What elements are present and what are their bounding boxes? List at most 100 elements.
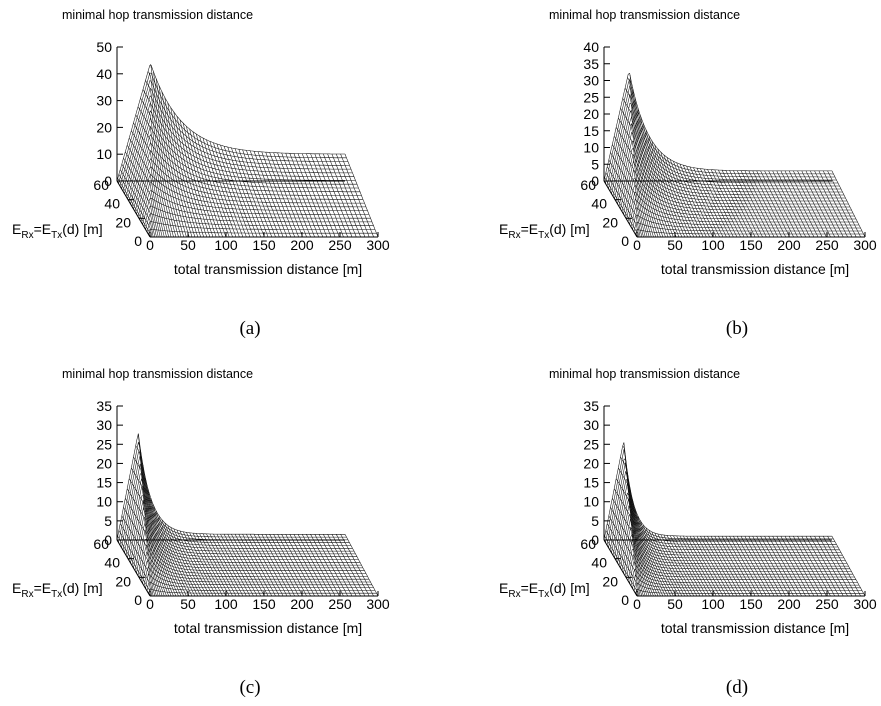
mesh-line-x bbox=[277, 152, 311, 238]
mesh-line-x bbox=[642, 123, 677, 238]
mesh-line-x bbox=[261, 534, 296, 597]
mesh-line-x bbox=[707, 536, 741, 597]
mesh-line-x bbox=[170, 107, 204, 238]
mesh-line-x bbox=[827, 536, 861, 597]
mesh-line-x bbox=[119, 169, 154, 238]
panel-caption: (b) bbox=[726, 318, 748, 339]
mesh-line-x bbox=[679, 163, 714, 238]
mesh-line-y bbox=[620, 153, 849, 210]
x-tick-label: 200 bbox=[777, 237, 801, 253]
mesh-line-x bbox=[615, 478, 650, 597]
mesh-line-x bbox=[700, 168, 734, 238]
mesh-line-y bbox=[121, 456, 350, 548]
mesh-line-x bbox=[192, 131, 227, 238]
surface-mesh bbox=[603, 72, 866, 238]
mesh-line-x bbox=[128, 137, 163, 238]
mesh-line-x bbox=[234, 148, 269, 238]
mesh-line-x bbox=[725, 170, 760, 238]
mesh-line-x bbox=[648, 135, 683, 238]
z-tick-label: 15 bbox=[96, 475, 112, 491]
y-tick-label: 0 bbox=[621, 233, 629, 249]
y-axis-label-part: =E bbox=[521, 580, 539, 596]
mesh-line-y bbox=[629, 198, 858, 225]
mesh-line-y bbox=[615, 131, 844, 202]
y-tick-label: 20 bbox=[602, 573, 618, 589]
mesh-line-x bbox=[827, 170, 861, 238]
mesh-line-y bbox=[605, 449, 834, 543]
mesh-line-y bbox=[128, 495, 357, 561]
mesh-line-x bbox=[153, 505, 187, 597]
mesh-line-x bbox=[776, 536, 811, 597]
mesh-line-y bbox=[125, 110, 354, 197]
mesh-line-x bbox=[117, 536, 151, 597]
mesh-line-x bbox=[123, 507, 157, 597]
mesh-line-x bbox=[142, 465, 177, 597]
mesh-line-x bbox=[788, 536, 823, 597]
mesh-line-y bbox=[140, 189, 369, 222]
mesh-line-x bbox=[818, 536, 853, 597]
mesh-line-x bbox=[155, 78, 190, 238]
mesh-line-y bbox=[148, 229, 377, 235]
mesh-line-x bbox=[273, 534, 307, 597]
mesh-line-x bbox=[634, 97, 669, 238]
mesh-line-x bbox=[657, 533, 691, 597]
mesh-line-x bbox=[793, 170, 827, 238]
y-axis-label-part: =E bbox=[34, 221, 52, 237]
mesh-line-x bbox=[686, 535, 720, 597]
x-tick-label: 300 bbox=[366, 596, 390, 612]
z-tick-label: 40 bbox=[96, 66, 112, 82]
mesh-line-y bbox=[142, 560, 371, 584]
mesh-line-x bbox=[323, 153, 357, 238]
x-tick-label: 100 bbox=[701, 237, 725, 253]
mesh-line-x bbox=[760, 536, 794, 597]
mesh-line-x bbox=[620, 456, 654, 597]
x-tick-label: 50 bbox=[667, 237, 683, 253]
y-tick-label: 40 bbox=[591, 555, 607, 571]
mesh-line-y bbox=[124, 102, 353, 194]
z-tick-label: 40 bbox=[583, 39, 599, 55]
mesh-line-x bbox=[683, 535, 717, 597]
mesh-line-x bbox=[289, 153, 324, 238]
mesh-line-x bbox=[612, 498, 646, 597]
mesh-line-x bbox=[253, 151, 288, 238]
y-axis-label-subscript: Tx bbox=[538, 589, 549, 600]
mesh-line-x bbox=[663, 154, 698, 238]
mesh-line-x bbox=[227, 534, 261, 597]
mesh-line-x bbox=[818, 170, 853, 238]
mesh-line-x bbox=[196, 133, 230, 238]
mesh-line-x bbox=[764, 536, 798, 597]
mesh-line-x bbox=[831, 170, 866, 238]
mesh-line-x bbox=[618, 117, 652, 238]
mesh-line-x bbox=[249, 150, 284, 238]
mesh-line-x bbox=[150, 63, 184, 238]
y-tick-label: 0 bbox=[134, 592, 142, 608]
mesh-line-y bbox=[606, 85, 835, 187]
mesh-line-y bbox=[148, 588, 377, 594]
mesh-line-x bbox=[613, 488, 648, 597]
mesh-line-x bbox=[216, 143, 251, 238]
mesh-line-x bbox=[744, 170, 779, 238]
mesh-line-x bbox=[202, 137, 237, 238]
mesh-line-y bbox=[121, 87, 350, 189]
mesh-line-x bbox=[756, 170, 790, 238]
mesh-line-x bbox=[213, 533, 247, 597]
mesh-line-x bbox=[331, 534, 366, 597]
mesh-line-x bbox=[209, 533, 244, 597]
y-axis-label-part: (d) [m] bbox=[62, 580, 102, 596]
mesh-line-y bbox=[143, 566, 372, 586]
x-tick-label: 300 bbox=[853, 596, 877, 612]
y-tick-label: 20 bbox=[115, 214, 131, 230]
y-axis-label: ERx=ETx(d) [m] bbox=[499, 580, 590, 600]
mesh-line-y bbox=[122, 95, 352, 192]
mesh-line-x bbox=[192, 532, 227, 597]
mesh-line-x bbox=[714, 536, 748, 597]
mesh-line-x bbox=[780, 170, 815, 238]
mesh-line-x bbox=[645, 129, 680, 238]
z-tick-label: 20 bbox=[583, 455, 599, 471]
mesh-line-x bbox=[669, 535, 704, 597]
mesh-line-y bbox=[136, 166, 365, 215]
mesh-line-x bbox=[610, 507, 644, 597]
mesh-line-x bbox=[822, 536, 857, 597]
mesh-line-x bbox=[126, 488, 161, 597]
mesh-line-x bbox=[615, 127, 650, 238]
